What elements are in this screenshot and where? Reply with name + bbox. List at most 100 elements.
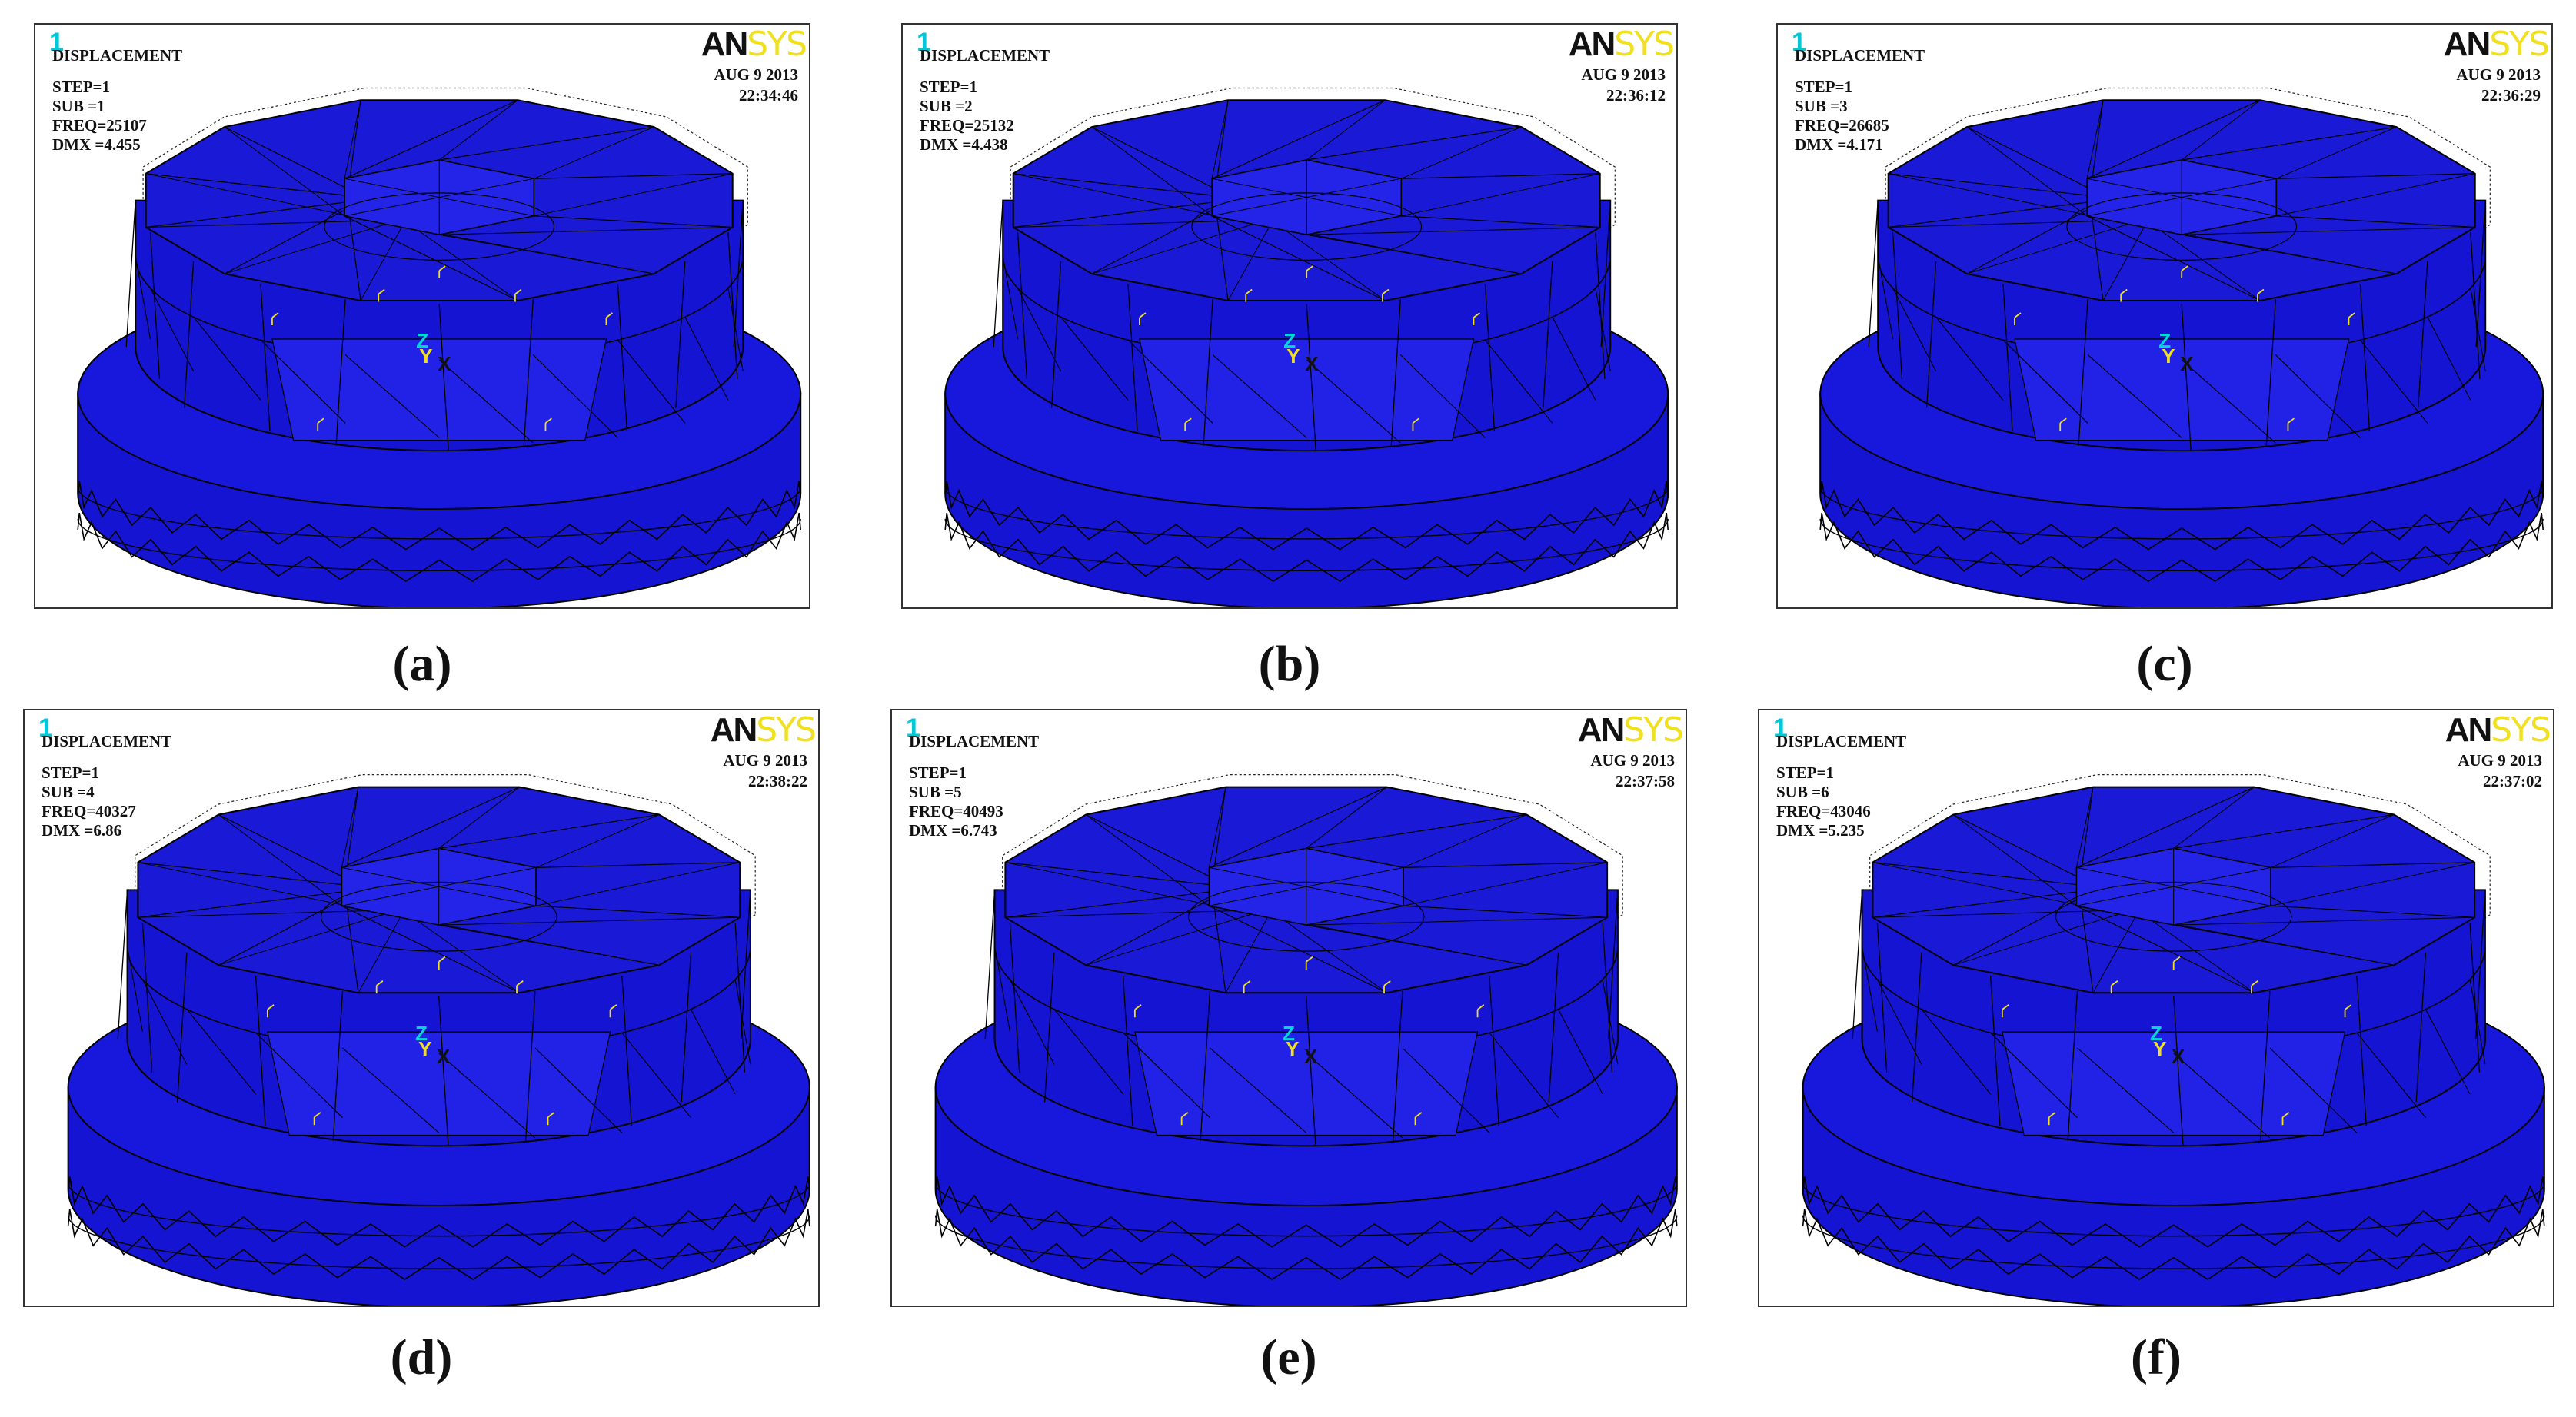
axis-x-label: X: [438, 352, 451, 376]
sub-label: SUB =3: [1795, 97, 1848, 115]
ansys-viewport: 1 DISPLACEMENT STEP=1 SUB =4 FREQ=40327 …: [23, 709, 820, 1307]
panel-caption: (b): [1258, 636, 1321, 692]
axis-triad: Z Y X: [1283, 1022, 1329, 1091]
time-label: 22:37:02: [2483, 772, 2542, 790]
freq-label: FREQ=25132: [920, 116, 1014, 135]
axis-x-label: X: [1305, 352, 1319, 376]
dmx-label: DMX =4.438: [920, 135, 1008, 154]
window-number: 1: [1773, 713, 1788, 743]
result-type-label: DISPLACEMENT: [1795, 46, 1925, 65]
ansys-viewport: 1 DISPLACEMENT STEP=1 SUB =5 FREQ=40493 …: [890, 709, 1687, 1307]
step-label: STEP=1: [920, 78, 977, 96]
panel-caption: (d): [390, 1329, 453, 1385]
axis-y-label: Y: [419, 344, 433, 368]
axis-triad: Z Y X: [2150, 1022, 2196, 1091]
date-label: AUG 9 2013: [2456, 65, 2541, 84]
ansys-viewport: 1 DISPLACEMENT STEP=1 SUB =2 FREQ=25132 …: [901, 23, 1678, 609]
axis-x-label: X: [436, 1044, 451, 1068]
axis-y-label: Y: [418, 1036, 432, 1060]
result-info: DISPLACEMENT STEP=1 SUB =6 FREQ=43046 DM…: [1776, 732, 1906, 840]
ansys-logo: ANSYS: [710, 710, 817, 750]
displaced-mesh: [67, 773, 810, 1306]
axis-z-label: Z: [414, 1021, 428, 1045]
date-label: AUG 9 2013: [723, 751, 807, 770]
axis-y-label: Y: [1285, 1036, 1300, 1060]
sub-label: SUB =4: [42, 783, 95, 801]
ansys-viewport: 1 DISPLACEMENT STEP=1 SUB =3 FREQ=26685 …: [1776, 23, 2553, 609]
axis-z-label: Z: [1282, 1021, 1295, 1045]
date-label: AUG 9 2013: [1581, 65, 1666, 84]
axis-triad: Z Y X: [2158, 329, 2205, 398]
result-type-label: DISPLACEMENT: [42, 732, 172, 750]
step-label: STEP=1: [1776, 763, 1834, 782]
axis-y-label: Y: [1286, 344, 1300, 368]
panel-caption: (c): [2136, 636, 2193, 692]
panel-caption: (e): [1260, 1329, 1317, 1385]
window-number: 1: [917, 28, 931, 57]
dmx-label: DMX =4.455: [52, 135, 141, 154]
timestamp: AUG 9 2013 22:36:29: [2456, 65, 2541, 106]
displaced-mesh: [944, 87, 1669, 607]
freq-label: FREQ=40493: [909, 802, 1003, 820]
ansys-logo: ANSYS: [2445, 710, 2551, 750]
ansys-viewport: 1 DISPLACEMENT STEP=1 SUB =1 FREQ=25107 …: [34, 23, 810, 609]
ansys-logo: ANSYS: [1577, 710, 1684, 750]
ansys-logo: ANSYS: [701, 25, 807, 64]
result-type-label: DISPLACEMENT: [920, 46, 1050, 65]
sub-label: SUB =1: [52, 97, 105, 115]
axis-x-label: X: [1303, 1044, 1318, 1068]
result-type-label: DISPLACEMENT: [52, 46, 183, 65]
axis-y-label: Y: [2162, 344, 2175, 368]
freq-label: FREQ=25107: [52, 116, 147, 135]
result-info: DISPLACEMENT STEP=1 SUB =1 FREQ=25107 DM…: [52, 46, 182, 155]
step-label: STEP=1: [52, 78, 110, 96]
step-label: STEP=1: [42, 763, 99, 782]
timestamp: AUG 9 2013 22:38:22: [723, 750, 807, 792]
sub-label: SUB =5: [909, 783, 962, 801]
displaced-mesh: [77, 87, 802, 607]
dmx-label: DMX =5.235: [1776, 821, 1865, 840]
ansys-viewport: 1 DISPLACEMENT STEP=1 SUB =6 FREQ=43046 …: [1758, 709, 2554, 1307]
axis-x-label: X: [2180, 352, 2194, 376]
step-label: STEP=1: [1795, 78, 1852, 96]
date-label: AUG 9 2013: [714, 65, 798, 84]
panel-caption: (a): [392, 636, 452, 692]
axis-z-label: Z: [1283, 329, 1296, 353]
timestamp: AUG 9 2013 22:36:12: [1581, 65, 1666, 106]
axis-z-label: Z: [416, 329, 429, 353]
freq-label: FREQ=26685: [1795, 116, 1889, 135]
step-label: STEP=1: [909, 763, 967, 782]
time-label: 22:36:12: [1606, 86, 1666, 105]
timestamp: AUG 9 2013 22:34:46: [714, 65, 798, 106]
time-label: 22:36:29: [2481, 86, 2541, 105]
result-info: DISPLACEMENT STEP=1 SUB =5 FREQ=40493 DM…: [909, 732, 1039, 840]
dmx-label: DMX =6.743: [909, 821, 997, 840]
sub-label: SUB =6: [1776, 783, 1829, 801]
displaced-mesh: [1819, 87, 2544, 607]
time-label: 22:38:22: [748, 772, 807, 790]
axis-y-label: Y: [2152, 1036, 2167, 1060]
timestamp: AUG 9 2013 22:37:02: [2458, 750, 2542, 792]
axis-z-label: Z: [2149, 1021, 2162, 1045]
dmx-label: DMX =6.86: [42, 821, 122, 840]
result-info: DISPLACEMENT STEP=1 SUB =4 FREQ=40327 DM…: [42, 732, 171, 840]
result-info: DISPLACEMENT STEP=1 SUB =3 FREQ=26685 DM…: [1795, 46, 1925, 155]
result-type-label: DISPLACEMENT: [1776, 732, 1907, 750]
axis-z-label: Z: [2158, 329, 2172, 353]
freq-label: FREQ=40327: [42, 802, 136, 820]
freq-label: FREQ=43046: [1776, 802, 1871, 820]
timestamp: AUG 9 2013 22:37:58: [1590, 750, 1675, 792]
time-label: 22:34:46: [739, 86, 798, 105]
window-number: 1: [906, 713, 920, 743]
window-number: 1: [1792, 28, 1806, 57]
displaced-mesh: [934, 773, 1678, 1306]
ansys-logo: ANSYS: [2443, 25, 2550, 64]
ansys-logo: ANSYS: [1568, 25, 1675, 64]
sub-label: SUB =2: [920, 97, 973, 115]
window-number: 1: [49, 28, 64, 57]
axis-triad: Z Y X: [1283, 329, 1330, 398]
result-info: DISPLACEMENT STEP=1 SUB =2 FREQ=25132 DM…: [920, 46, 1050, 155]
result-type-label: DISPLACEMENT: [909, 732, 1040, 750]
date-label: AUG 9 2013: [1590, 751, 1675, 770]
panel-caption: (f): [2131, 1329, 2182, 1385]
